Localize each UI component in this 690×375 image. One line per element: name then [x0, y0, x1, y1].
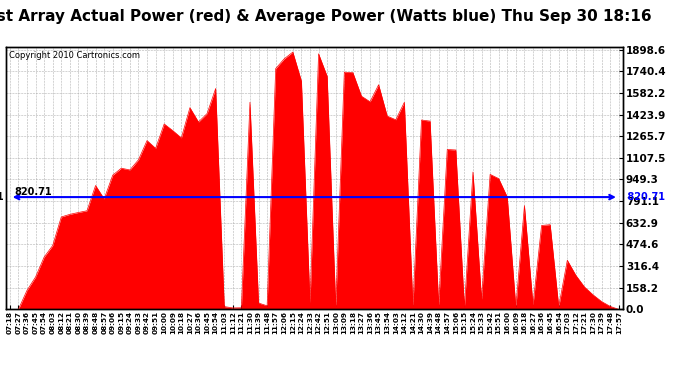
Text: 820.71: 820.71	[0, 192, 4, 202]
Text: West Array Actual Power (red) & Average Power (Watts blue) Thu Sep 30 18:16: West Array Actual Power (red) & Average …	[0, 9, 651, 24]
Text: 820.71: 820.71	[14, 187, 52, 197]
Text: Copyright 2010 Cartronics.com: Copyright 2010 Cartronics.com	[8, 51, 139, 60]
Text: 820.71: 820.71	[624, 192, 665, 202]
